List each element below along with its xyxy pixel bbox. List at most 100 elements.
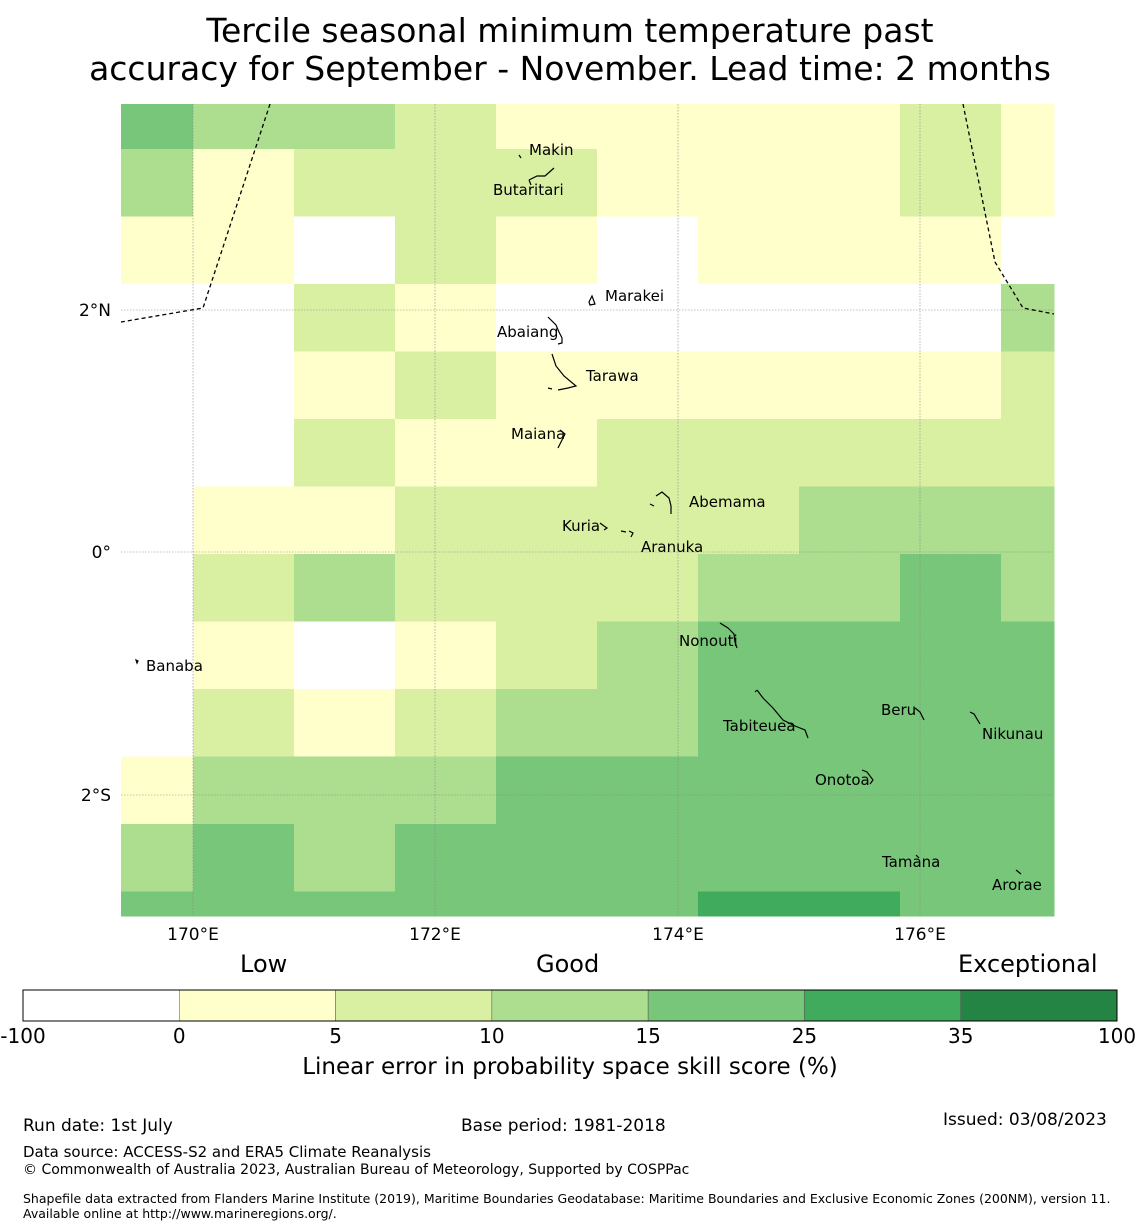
colorbar-tick-label: 100 bbox=[1098, 1024, 1136, 1048]
grid-cell bbox=[1001, 104, 1055, 150]
makin-atoll bbox=[518, 154, 522, 159]
grid-cell bbox=[799, 419, 901, 487]
grid-cell bbox=[121, 419, 194, 487]
grid-cell bbox=[193, 216, 295, 285]
colorbar-tick-label: 0 bbox=[173, 1024, 186, 1048]
colorbar-swatch bbox=[179, 989, 336, 1022]
grid-cell bbox=[900, 104, 1002, 150]
grid-cell bbox=[698, 284, 800, 352]
grid-cell bbox=[900, 149, 1002, 217]
grid-cell bbox=[698, 756, 800, 825]
label-tamana: Tamana bbox=[881, 853, 940, 871]
grid-cell bbox=[799, 351, 901, 420]
grid-cell bbox=[1001, 486, 1055, 555]
grid-cell bbox=[1001, 621, 1055, 690]
butaritari-atoll bbox=[528, 167, 555, 186]
base-period: Base period: 1981-2018 bbox=[461, 1116, 666, 1136]
grid-cell bbox=[395, 104, 497, 150]
grid-cell bbox=[496, 756, 598, 825]
grid-cell bbox=[799, 486, 901, 555]
eez-boundary-east bbox=[962, 103, 1055, 315]
abaiang-atoll bbox=[547, 316, 563, 345]
grid-cell bbox=[496, 104, 598, 150]
colorbar-tick-label: 5 bbox=[329, 1024, 342, 1048]
grid-cell bbox=[597, 891, 699, 917]
grid-cell bbox=[1001, 216, 1055, 285]
grid-cell bbox=[294, 284, 396, 352]
grid-cell bbox=[294, 689, 396, 757]
grid-cell bbox=[294, 419, 396, 487]
grid-cell bbox=[799, 284, 901, 352]
label-makin: Makin bbox=[529, 141, 574, 159]
grid-cell bbox=[395, 554, 497, 622]
grid-cell bbox=[121, 104, 194, 150]
label-onotoa: Onotoa bbox=[815, 771, 870, 789]
grid-cell bbox=[496, 419, 598, 487]
grid-cell bbox=[193, 621, 295, 690]
lon-tick-172e: 172°E bbox=[409, 925, 461, 945]
grid-cell bbox=[121, 824, 194, 892]
label-maiana: Maiana bbox=[511, 425, 565, 443]
grid-cell bbox=[395, 486, 497, 555]
grid-cell bbox=[1001, 891, 1055, 917]
aranuka-atoll bbox=[620, 530, 634, 538]
colorbar-swatch bbox=[647, 989, 805, 1022]
colorbar-swatch bbox=[335, 989, 493, 1022]
grid-cell bbox=[395, 351, 497, 420]
grid-cell bbox=[1001, 284, 1055, 352]
grid-cell bbox=[900, 284, 1002, 352]
grid-cell bbox=[597, 756, 699, 825]
shapefile-credit: Shapefile data extracted from Flanders M… bbox=[23, 1191, 1111, 1221]
grid-cell bbox=[597, 689, 699, 757]
grid-cell bbox=[294, 486, 396, 555]
colorbar-swatch bbox=[491, 989, 649, 1022]
grid-cell bbox=[294, 149, 396, 217]
grid-cell bbox=[294, 621, 396, 690]
kuria-atoll bbox=[599, 522, 609, 531]
nonouti-atoll bbox=[719, 622, 738, 649]
colorbar-tick-label: 15 bbox=[635, 1024, 660, 1048]
nikunau-atoll bbox=[969, 711, 981, 725]
maiana-atoll bbox=[557, 429, 566, 449]
onotoa-atoll bbox=[861, 769, 874, 785]
skill-map: Makin Butaritari Marakei Abaiang Tarawa … bbox=[79, 103, 1055, 945]
lon-tick-176e: 176°E bbox=[894, 925, 946, 945]
label-tarawa: Tarawa bbox=[585, 367, 639, 385]
grid-cell bbox=[597, 149, 699, 217]
label-nonouti: Nonouti bbox=[679, 632, 738, 650]
banaba-island bbox=[134, 658, 139, 665]
grid-cell bbox=[799, 104, 901, 150]
colorbar-swatch bbox=[22, 989, 180, 1022]
grid-cell bbox=[799, 621, 901, 690]
colorbar-swatches bbox=[22, 989, 1118, 1022]
lat-tick-2s: 2°S bbox=[81, 786, 111, 806]
grid-cell bbox=[121, 284, 194, 352]
colorbar-tick-label: 35 bbox=[948, 1024, 973, 1048]
grid-cell bbox=[698, 824, 800, 892]
grid-cell bbox=[698, 689, 800, 757]
grid-cell bbox=[193, 486, 295, 555]
issued-date: Issued: 03/08/2023 bbox=[943, 1110, 1107, 1130]
grid-cell bbox=[121, 689, 194, 757]
grid-cell bbox=[597, 284, 699, 352]
grid-cell bbox=[395, 756, 497, 825]
map-title-line-1: Tercile seasonal minimum temperature pas… bbox=[206, 11, 934, 50]
grid-cell bbox=[395, 621, 497, 690]
grid-cell bbox=[1001, 351, 1055, 420]
grid-cell bbox=[900, 554, 1002, 622]
label-nikunau: Nikunau bbox=[982, 725, 1043, 743]
tabiteuea-atoll bbox=[754, 689, 809, 739]
grid-cell bbox=[395, 149, 497, 217]
colorbar-frame bbox=[22, 989, 1118, 1022]
grid-cell bbox=[1001, 419, 1055, 487]
grid-cell bbox=[1001, 689, 1055, 757]
label-marakei: Marakei bbox=[605, 287, 664, 305]
run-date: Run date: 1st July bbox=[23, 1116, 173, 1136]
arorae-island bbox=[1015, 869, 1022, 875]
label-beru: Beru bbox=[881, 701, 916, 719]
colorbar-swatch bbox=[804, 989, 961, 1022]
grid-cell bbox=[597, 554, 699, 622]
colorbar-swatch bbox=[960, 989, 1118, 1022]
label-tabiteuea: Tabiteuea bbox=[722, 717, 796, 735]
grid-cell bbox=[395, 891, 497, 917]
